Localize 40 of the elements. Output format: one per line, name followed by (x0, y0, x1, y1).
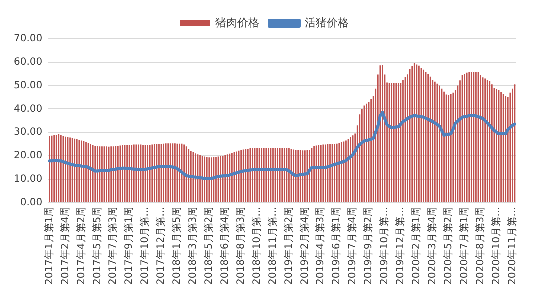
y-tick-label: 70.00 (14, 34, 43, 45)
x-tick-label: 2019年1月第2周 (282, 206, 295, 286)
x-tick-label: 2019年6月第1周 (330, 206, 343, 286)
y-tick-label: 10.00 (14, 174, 43, 186)
x-tick-label: 2019年4月第3周 (314, 206, 327, 286)
x-tick-label: 2017年10月第… (139, 206, 152, 286)
y-tick-label: 30.00 (14, 127, 43, 138)
x-tick-label: 2020年2月第1周 (410, 206, 423, 286)
x-tick-label: 2018年5月第2周 (202, 206, 215, 286)
y-tick-label: 60.00 (14, 56, 43, 68)
x-tick-label: 2019年9月第2周 (362, 206, 375, 286)
x-tick-label: 2019年7月第4周 (346, 206, 359, 286)
legend-label: 猪肉价格 (216, 16, 260, 30)
x-tick-label: 2017年4月第2周 (75, 206, 88, 286)
y-tick-label: 20.00 (14, 150, 43, 162)
y-tick-label: 0.00 (20, 197, 43, 208)
x-tick-label: 2018年11月第… (266, 206, 279, 286)
x-tick-label: 2018年6月第4周 (218, 206, 231, 286)
x-tick-label: 2017年5月第5周 (91, 206, 104, 286)
x-tick-label: 2019年10月第… (378, 206, 391, 286)
x-tick-label: 2017年1月第1周 (43, 206, 56, 286)
x-tick-label: 2019年12月第… (394, 206, 407, 286)
x-tick-label: 2018年10月第… (250, 206, 263, 286)
x-tick-label: 2020年3月第4周 (426, 206, 438, 286)
x-tick-label: 2020年5月第2周 (442, 206, 454, 286)
x-tick-label: 2018年8月第3周 (234, 206, 247, 286)
x-tick-label: 2020年10月第… (490, 206, 502, 286)
x-tick-label: 2020年8月第3周 (474, 206, 486, 286)
x-tick-label: 2017年2月第4周 (59, 206, 72, 286)
x-tick-label: 2019年2月第4周 (298, 206, 311, 286)
y-tick-label: 50.00 (14, 80, 43, 92)
x-tick-label: 2018年1月第5周 (171, 206, 184, 286)
x-tick-label: 2017年12月第… (155, 206, 168, 286)
x-tick-label: 2017年9月第1周 (123, 206, 136, 286)
y-tick-label: 40.00 (14, 104, 43, 115)
x-tick-label: 2017年7月第3周 (107, 206, 120, 286)
x-tick-label: 2020年7月第1周 (458, 206, 470, 286)
legend-label: 活猪价格 (305, 16, 349, 30)
x-tick-label: 2018年3月第3周 (187, 206, 200, 286)
x-tick-label: 2020年11月第… (506, 206, 518, 286)
